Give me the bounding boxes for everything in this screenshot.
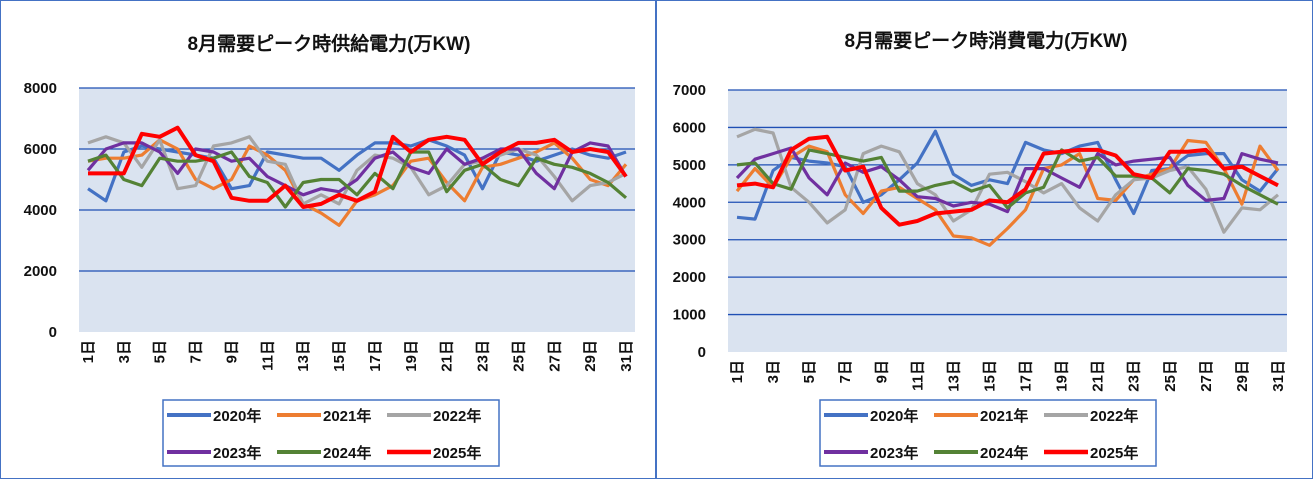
x-tick-label: 1日 <box>80 340 97 363</box>
y-tick-label: 1000 <box>673 307 706 324</box>
supply-chart: 8月需要ピーク時供給電力(万KW) 0 2000 4000 6000 8000 1日 3日… <box>24 32 635 467</box>
legend-label: 2021年 <box>323 407 371 425</box>
plot-area <box>728 90 1287 352</box>
x-tick-label: 31日 <box>1270 360 1287 392</box>
y-tick-label: 0 <box>49 324 57 341</box>
y-tick-label: 4000 <box>673 194 706 211</box>
legend-box <box>819 399 1157 467</box>
x-tick-label: 23日 <box>475 340 492 372</box>
x-tick-label: 15日 <box>981 360 998 392</box>
series-line-2020年 <box>736 129 1280 221</box>
legend-box <box>162 399 500 467</box>
x-tick-label: 17日 <box>367 340 384 372</box>
y-tick-label: 6000 <box>24 141 57 158</box>
y-tick-label: 6000 <box>673 119 706 136</box>
y-tick-label: 8000 <box>24 80 57 97</box>
series-line-2023年 <box>735 146 1279 214</box>
series-line-2022年 <box>87 135 627 206</box>
x-tick-label: 19日 <box>1054 360 1071 392</box>
supply-chart-panel: 8月需要ピーク時供給電力(万KW) 0 2000 4000 6000 8000 1日 3日… <box>0 0 656 479</box>
x-tick-label: 27日 <box>546 340 563 372</box>
x-tick-label: 11日 <box>909 360 926 391</box>
y-tick-label: 2000 <box>24 263 57 280</box>
series-line-2023年 <box>86 141 628 197</box>
x-tick-label: 13日 <box>945 360 962 392</box>
x-tick-label: 9日 <box>873 360 890 383</box>
x-tick-label: 7日 <box>837 360 854 383</box>
legend-label: 2024年 <box>980 444 1028 462</box>
x-tick-label: 11日 <box>259 340 276 371</box>
x-tick-label: 23日 <box>1126 360 1143 392</box>
legend-label: 2023年 <box>213 444 261 462</box>
x-tick-label: 17日 <box>1018 360 1035 392</box>
x-tick-label: 29日 <box>1234 360 1251 392</box>
consumption-chart-panel: 8月需要ピーク時消費電力(万KW) 0 1000 2000 3000 4000 5000 6… <box>656 0 1313 479</box>
y-tick-label: 7000 <box>673 82 706 99</box>
legend-label: 2024年 <box>323 444 371 462</box>
legend-label: 2021年 <box>980 407 1028 425</box>
legend-label: 2022年 <box>433 407 481 425</box>
legend-label: 2023年 <box>870 444 918 462</box>
x-tick-label: 15日 <box>331 340 348 372</box>
y-tick-label: 2000 <box>673 269 706 286</box>
x-tick-label: 3日 <box>765 360 782 383</box>
series-line-2024年 <box>87 150 628 209</box>
x-tick-label: 19日 <box>403 340 420 372</box>
series-line-2024年 <box>736 148 1279 210</box>
x-tick-label: 31日 <box>618 340 635 372</box>
x-tick-label: 1日 <box>729 360 746 383</box>
x-tick-label: 3日 <box>116 340 133 363</box>
x-tick-label: 25日 <box>1162 360 1179 392</box>
consumption-chart: 8月需要ピーク時消費電力(万KW) 0 1000 2000 3000 4000 5000 6… <box>673 29 1287 467</box>
x-tick-label: 21日 <box>439 340 456 372</box>
legend-label: 2025年 <box>1090 444 1138 462</box>
chart-title: 8月需要ピーク時消費電力(万KW) <box>845 29 1128 52</box>
x-tick-label: 21日 <box>1090 360 1107 392</box>
x-tick-label: 5日 <box>801 360 818 383</box>
y-tick-label: 0 <box>698 344 706 361</box>
x-tick-label: 29日 <box>582 340 599 372</box>
y-tick-label: 4000 <box>24 202 57 219</box>
x-tick-label: 13日 <box>295 340 312 372</box>
series-line-2025年 <box>736 134 1279 227</box>
legend-label: 2020年 <box>213 407 261 425</box>
x-tick-label: 25日 <box>510 340 527 372</box>
legend-label: 2025年 <box>433 444 481 462</box>
legend-label: 2020年 <box>870 407 918 425</box>
y-tick-label: 3000 <box>673 232 706 249</box>
x-tick-label: 27日 <box>1198 360 1215 392</box>
x-tick-label: 7日 <box>188 340 205 363</box>
series-line-2025年 <box>88 125 628 209</box>
series-line-2022年 <box>736 127 1280 234</box>
x-tick-label: 5日 <box>152 340 169 363</box>
y-tick-label: 5000 <box>673 157 706 174</box>
legend-label: 2022年 <box>1090 407 1138 425</box>
x-tick-label: 9日 <box>223 340 240 363</box>
chart-title: 8月需要ピーク時供給電力(万KW) <box>188 32 471 55</box>
series-line-2021年 <box>735 138 1280 247</box>
